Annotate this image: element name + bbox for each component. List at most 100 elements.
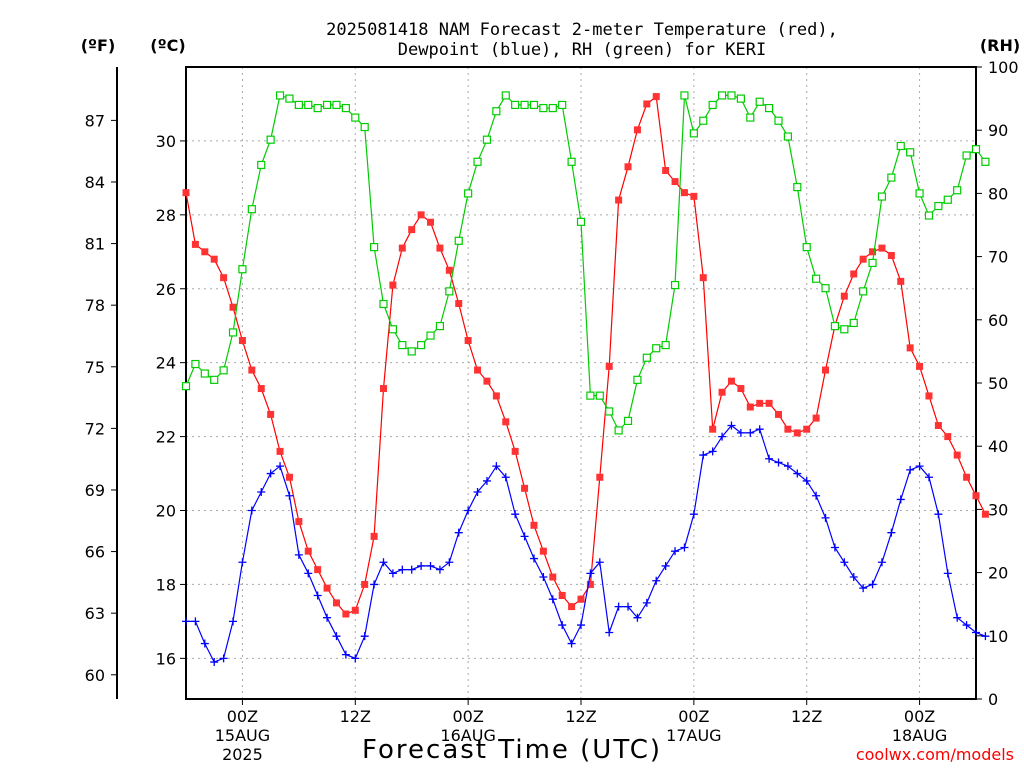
temperature-point — [351, 606, 359, 614]
dewpoint-point — [191, 617, 200, 626]
rh-tick-label: 100 — [988, 58, 1019, 77]
temperature-point — [953, 451, 961, 459]
temperature-point — [530, 521, 538, 529]
temperature-point — [840, 292, 848, 300]
rh-tick-label: 40 — [988, 437, 1008, 456]
temperature-point — [492, 392, 500, 400]
credit-text: coolwx.com/models — [856, 745, 1014, 764]
dewpoint-point — [294, 550, 303, 559]
chart-title-line-2: Dewpoint (blue), RH (green) for KERI — [398, 40, 766, 60]
rh-point — [576, 217, 586, 226]
dewpoint-point — [548, 595, 557, 604]
rh-point — [953, 186, 962, 195]
temperature-point — [539, 547, 547, 555]
temperature-point — [483, 377, 491, 385]
grid-lines — [186, 67, 976, 699]
x-tick-label: 12Z — [565, 707, 596, 726]
temperature-point — [822, 366, 830, 374]
rh-point — [369, 243, 379, 252]
rh-point — [981, 157, 990, 166]
rh-point — [755, 97, 764, 106]
x-tick-year: 2025 — [222, 745, 263, 764]
dewpoint-point — [859, 584, 868, 593]
rh-point — [915, 189, 924, 198]
f-tick-label: 66 — [85, 543, 105, 562]
dewpoint-point — [266, 469, 275, 478]
rh-tick-label: 90 — [988, 121, 1008, 140]
rh-point — [567, 157, 576, 166]
temperature-point — [323, 584, 331, 592]
x-tick-date: 15AUG — [215, 726, 270, 745]
dewpoint-point — [219, 654, 228, 663]
dewpoint-point — [915, 462, 924, 471]
rh-point — [652, 344, 661, 353]
f-tick-label: 72 — [85, 419, 105, 438]
dewpoint-point — [417, 561, 426, 570]
rh-point — [454, 236, 463, 245]
temperature-point — [304, 547, 312, 555]
rh-point — [464, 189, 473, 198]
dewpoint-point — [492, 462, 501, 471]
dewpoint-point — [595, 558, 604, 567]
temperature-point — [596, 473, 604, 481]
dewpoint-point — [511, 510, 520, 519]
dewpoint-point — [962, 621, 971, 630]
temperature-point — [793, 429, 801, 437]
temperature-point — [746, 403, 754, 411]
dewpoint-point — [586, 569, 595, 578]
dewpoint-point — [370, 580, 379, 589]
temperature-point — [944, 433, 952, 441]
x-tick-label: 00Z — [678, 707, 709, 726]
temperature-point — [455, 300, 463, 308]
rh-point — [783, 132, 793, 141]
rh-point — [877, 192, 887, 201]
rh-point — [934, 201, 943, 211]
f-tick-label: 69 — [85, 481, 105, 500]
temperature-point — [248, 366, 256, 374]
rh-point — [379, 299, 388, 309]
rh-point — [332, 100, 341, 110]
temperature-point — [765, 399, 773, 407]
temperature-point — [577, 595, 585, 603]
dewpoint-point — [285, 491, 294, 500]
temperature-point — [981, 510, 989, 518]
x-tick-label: 00Z — [904, 707, 935, 726]
dewpoint-point — [501, 473, 510, 482]
rh-tick-label: 10 — [988, 627, 1008, 646]
temperature-point — [521, 484, 529, 492]
temperature-point — [549, 573, 557, 581]
temperature-point — [775, 410, 782, 418]
rh-point — [708, 100, 717, 110]
rh-point — [285, 94, 294, 103]
rh-point — [746, 113, 755, 122]
series-rh — [181, 91, 990, 435]
rh-point — [971, 145, 981, 154]
rh-point — [821, 284, 830, 293]
series-dewpoint — [182, 421, 990, 667]
rh-point — [275, 91, 285, 100]
rh-tick-label: 50 — [988, 374, 1008, 393]
dewpoint-point — [435, 565, 444, 574]
dewpoint-point — [567, 639, 576, 648]
rh-point — [924, 211, 934, 220]
plot-frame — [185, 66, 977, 700]
rh-point — [661, 340, 670, 350]
dewpoint-point — [896, 495, 905, 504]
f-tick-label: 60 — [85, 666, 105, 685]
rh-point — [294, 100, 303, 110]
temperature-point — [887, 251, 895, 259]
dewpoint-point — [407, 565, 416, 574]
series-layer — [181, 91, 990, 667]
rh-point — [614, 426, 623, 435]
temperature-point — [934, 422, 942, 430]
rh-point — [623, 416, 633, 426]
dewpoint-point — [849, 573, 858, 582]
temperature-point — [210, 255, 218, 263]
dewpoint-point — [577, 621, 585, 630]
series-temperature — [182, 93, 989, 618]
rh-point — [351, 113, 360, 122]
dewpoint-point — [313, 591, 322, 600]
rh-point — [181, 382, 191, 391]
dewpoint-point — [642, 598, 651, 607]
rh-point — [228, 328, 238, 337]
